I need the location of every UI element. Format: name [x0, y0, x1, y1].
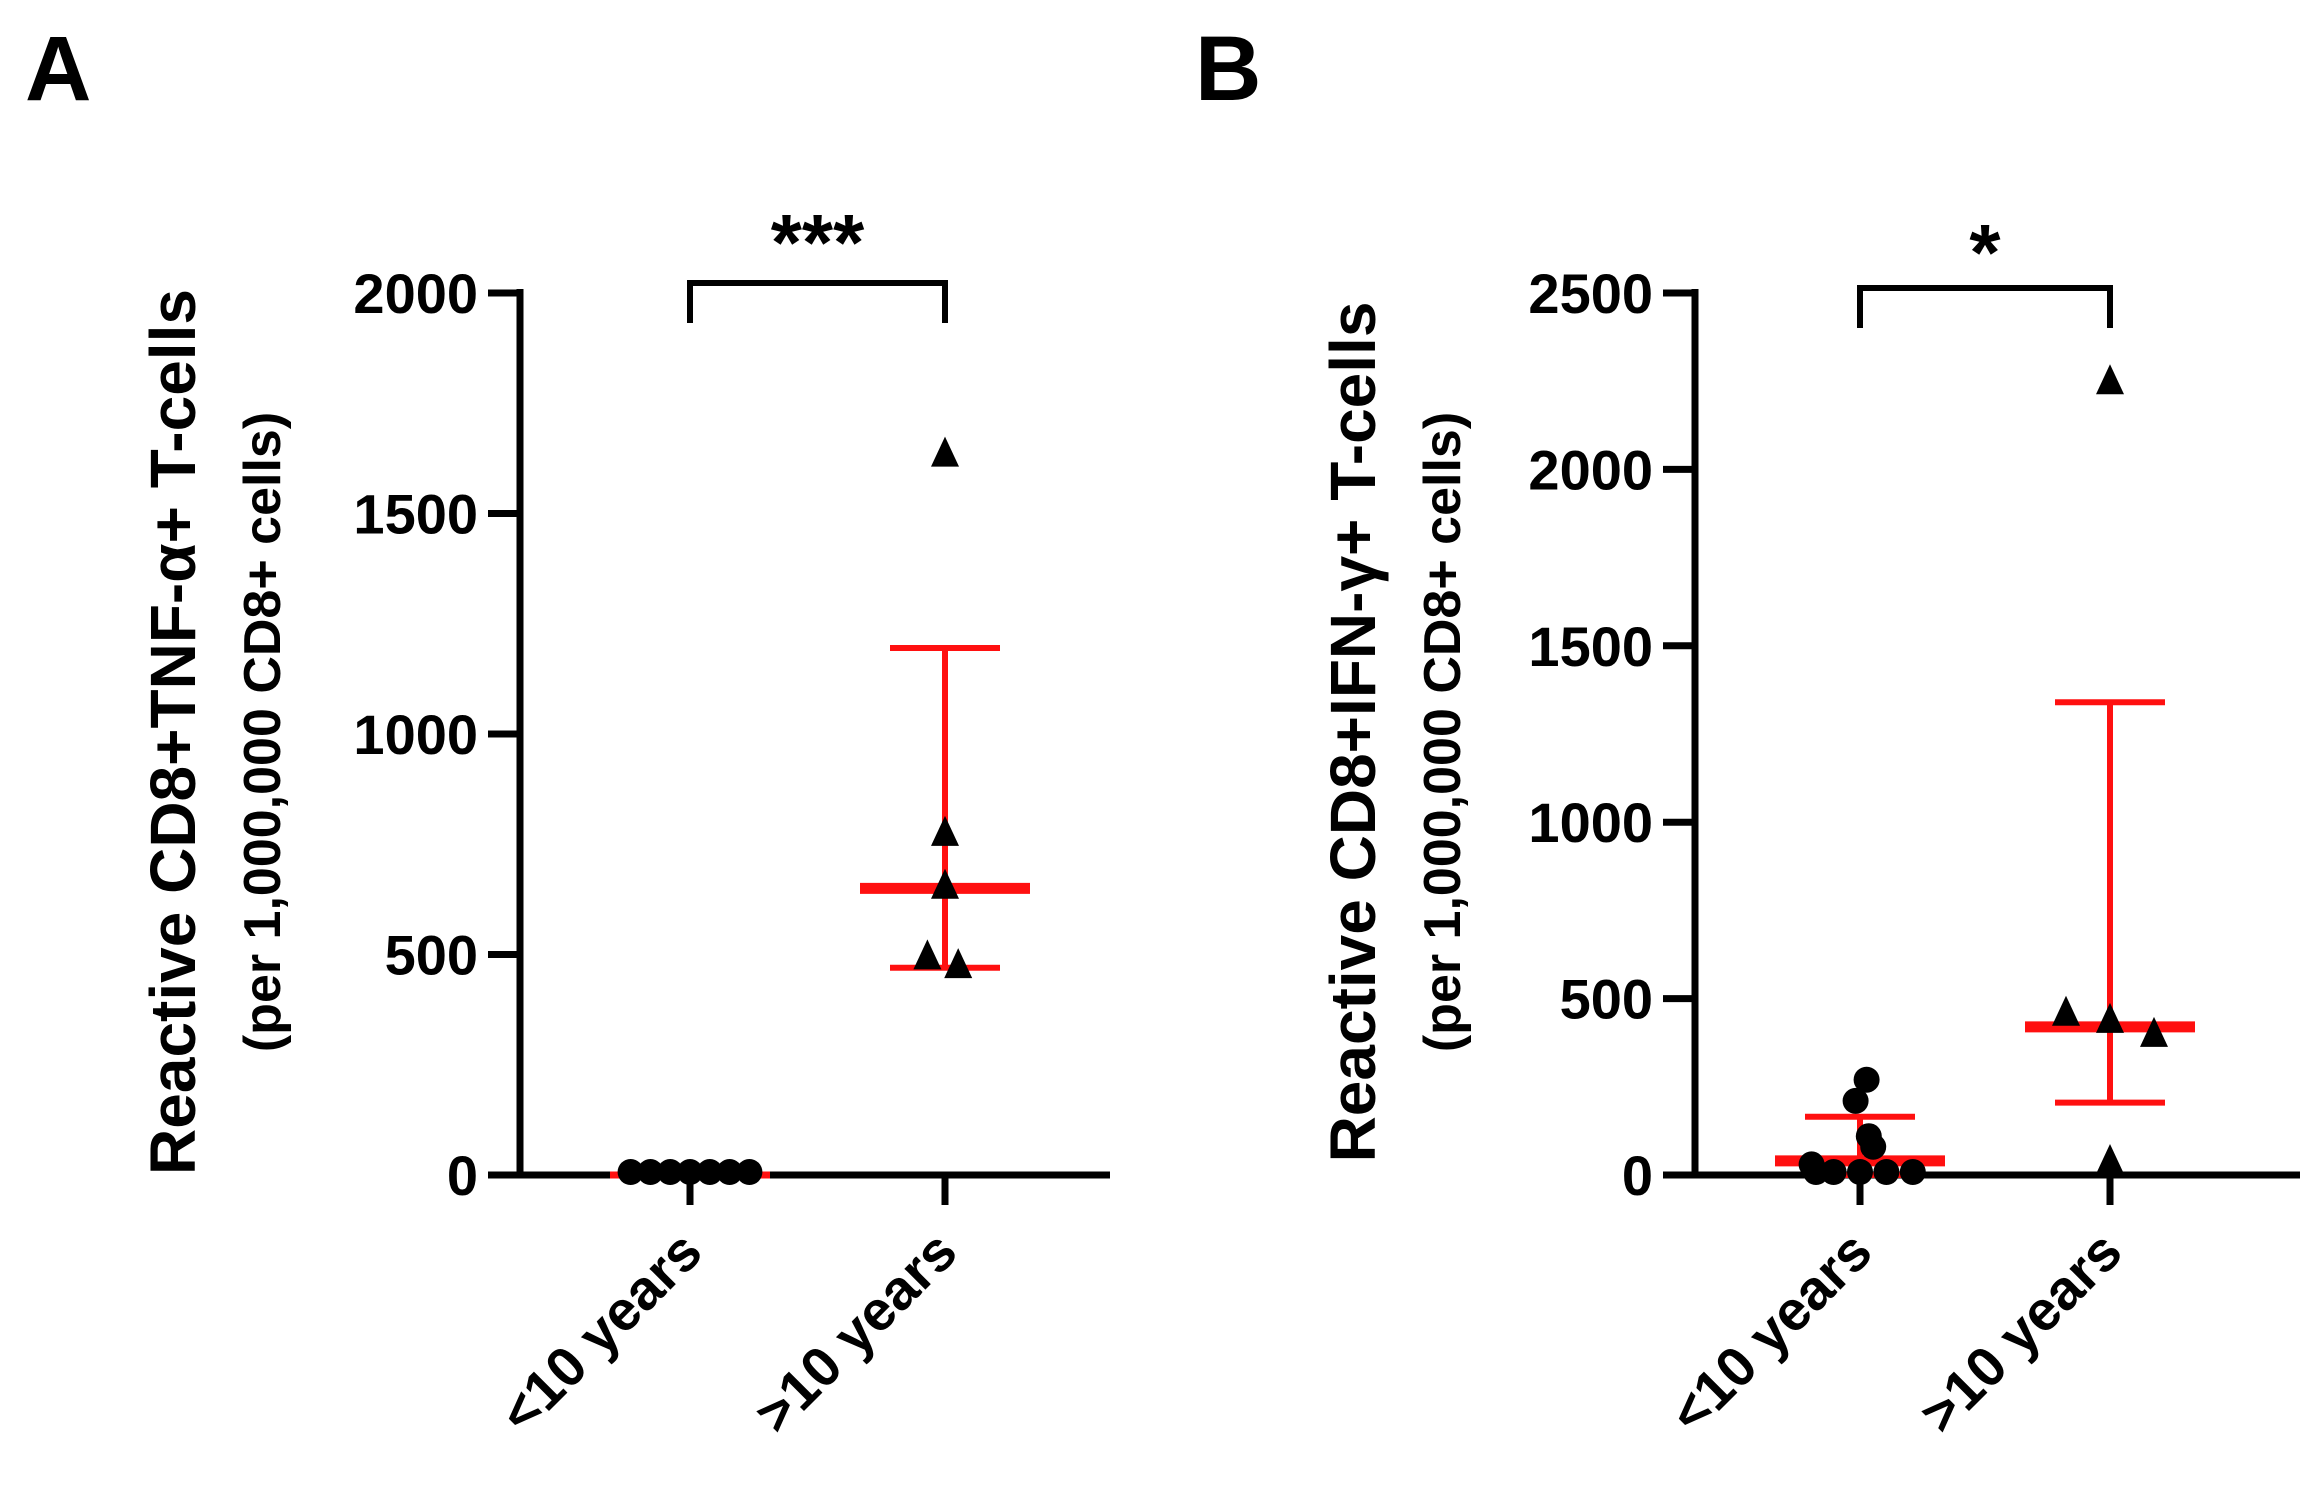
panel-b-data-point-circle [1803, 1159, 1829, 1185]
panel-b-data-point-circle [1873, 1159, 1900, 1185]
panel-b-data-point-triangle [2052, 995, 2080, 1026]
panel-a-data-point-triangle [931, 436, 959, 467]
panel-b-significance-bracket [1857, 285, 2113, 328]
panel-a-significance-label: *** [771, 198, 865, 287]
y-axis-sublabel-b: (per 1,000,000 CD8+ cells) [1414, 412, 1472, 1052]
panel-b-y-tick-label: 2000 [1528, 438, 1653, 501]
panel-a-data-point-circle [736, 1159, 763, 1185]
panel-b-y-tick-label: 500 [1560, 968, 1653, 1031]
y-axis-sublabel-a: (per 1,000,000 CD8+ cells) [234, 412, 292, 1052]
panel-a-y-tick-label: 1500 [353, 483, 478, 546]
panel-a-data-point-circle [637, 1159, 664, 1185]
panel-b-significance-label: * [1969, 208, 2001, 297]
panel-b-y-tick-label: 0 [1622, 1144, 1653, 1207]
panel-a-data-point-triangle [931, 868, 959, 899]
panel-a-data-point-circle [716, 1159, 743, 1185]
panel-b-y-tick-label: 1500 [1528, 615, 1653, 678]
panel-b-data-point-circle [1860, 1133, 1887, 1160]
panel-a-data-point-circle [657, 1159, 684, 1185]
panel-b-data-point-triangle [2096, 1143, 2124, 1174]
panel-b-data-point-circle [1899, 1159, 1926, 1185]
panel-a-data-point-triangle [931, 815, 959, 846]
panel-b-data-point-circle [1853, 1066, 1880, 1093]
panel-b-data-point-triangle [2140, 1016, 2168, 1047]
panel-letter-a: A [25, 18, 91, 120]
panel-letter-b: B [1195, 18, 1261, 120]
panel-b-y-tick-label: 2500 [1528, 262, 1653, 325]
panel-a-data-point-circle [677, 1159, 703, 1185]
panel-a-y-tick-label: 1000 [353, 703, 478, 766]
panel-a-y-tick-label: 500 [385, 924, 478, 987]
panel-a-data-point-circle [617, 1159, 644, 1185]
y-axis-label-b: Reactive CD8+IFN-γ+ T-cells [1317, 302, 1389, 1163]
y-axis-label-a: Reactive CD8+TNF-α+ T-cells [137, 289, 209, 1175]
panel-a-category-label: >10 years [742, 1219, 968, 1445]
panel-a-y-tick-label: 2000 [353, 262, 478, 325]
panel-a: A Reactive CD8+TNF-α+ T-cells (per 1,000… [25, 18, 1110, 1445]
panel-b-category-label: <10 years [1657, 1219, 1883, 1445]
panel-a-data-point-triangle [913, 939, 942, 970]
plot-area-a: 0 500 1000 1500 2000 <10 years >10 years *** [353, 198, 1110, 1445]
panel-a-category-label: <10 years [487, 1219, 713, 1445]
panel-b-data-point-triangle [2096, 364, 2124, 395]
panel-b-y-tick-label: 1000 [1528, 791, 1653, 854]
panel-a-significance-bracket [687, 280, 948, 323]
panel-a-data-point-triangle [944, 948, 973, 979]
panel-b-data-point-circle [1847, 1159, 1873, 1185]
panel-a-data-point-circle [696, 1159, 723, 1185]
panel-b-category-label: >10 years [1907, 1219, 2133, 1445]
panel-b-data-point-circle [1842, 1087, 1869, 1114]
panel-b: B Reactive CD8+IFN-γ+ T-cells (per 1,000… [1195, 18, 2300, 1445]
plot-area-b: 0 500 1000 1500 2000 2500 <10 years >10 years * [1528, 208, 2300, 1445]
panel-a-y-tick-label: 0 [447, 1144, 478, 1207]
panel-b-data-point-triangle [2096, 1002, 2124, 1033]
